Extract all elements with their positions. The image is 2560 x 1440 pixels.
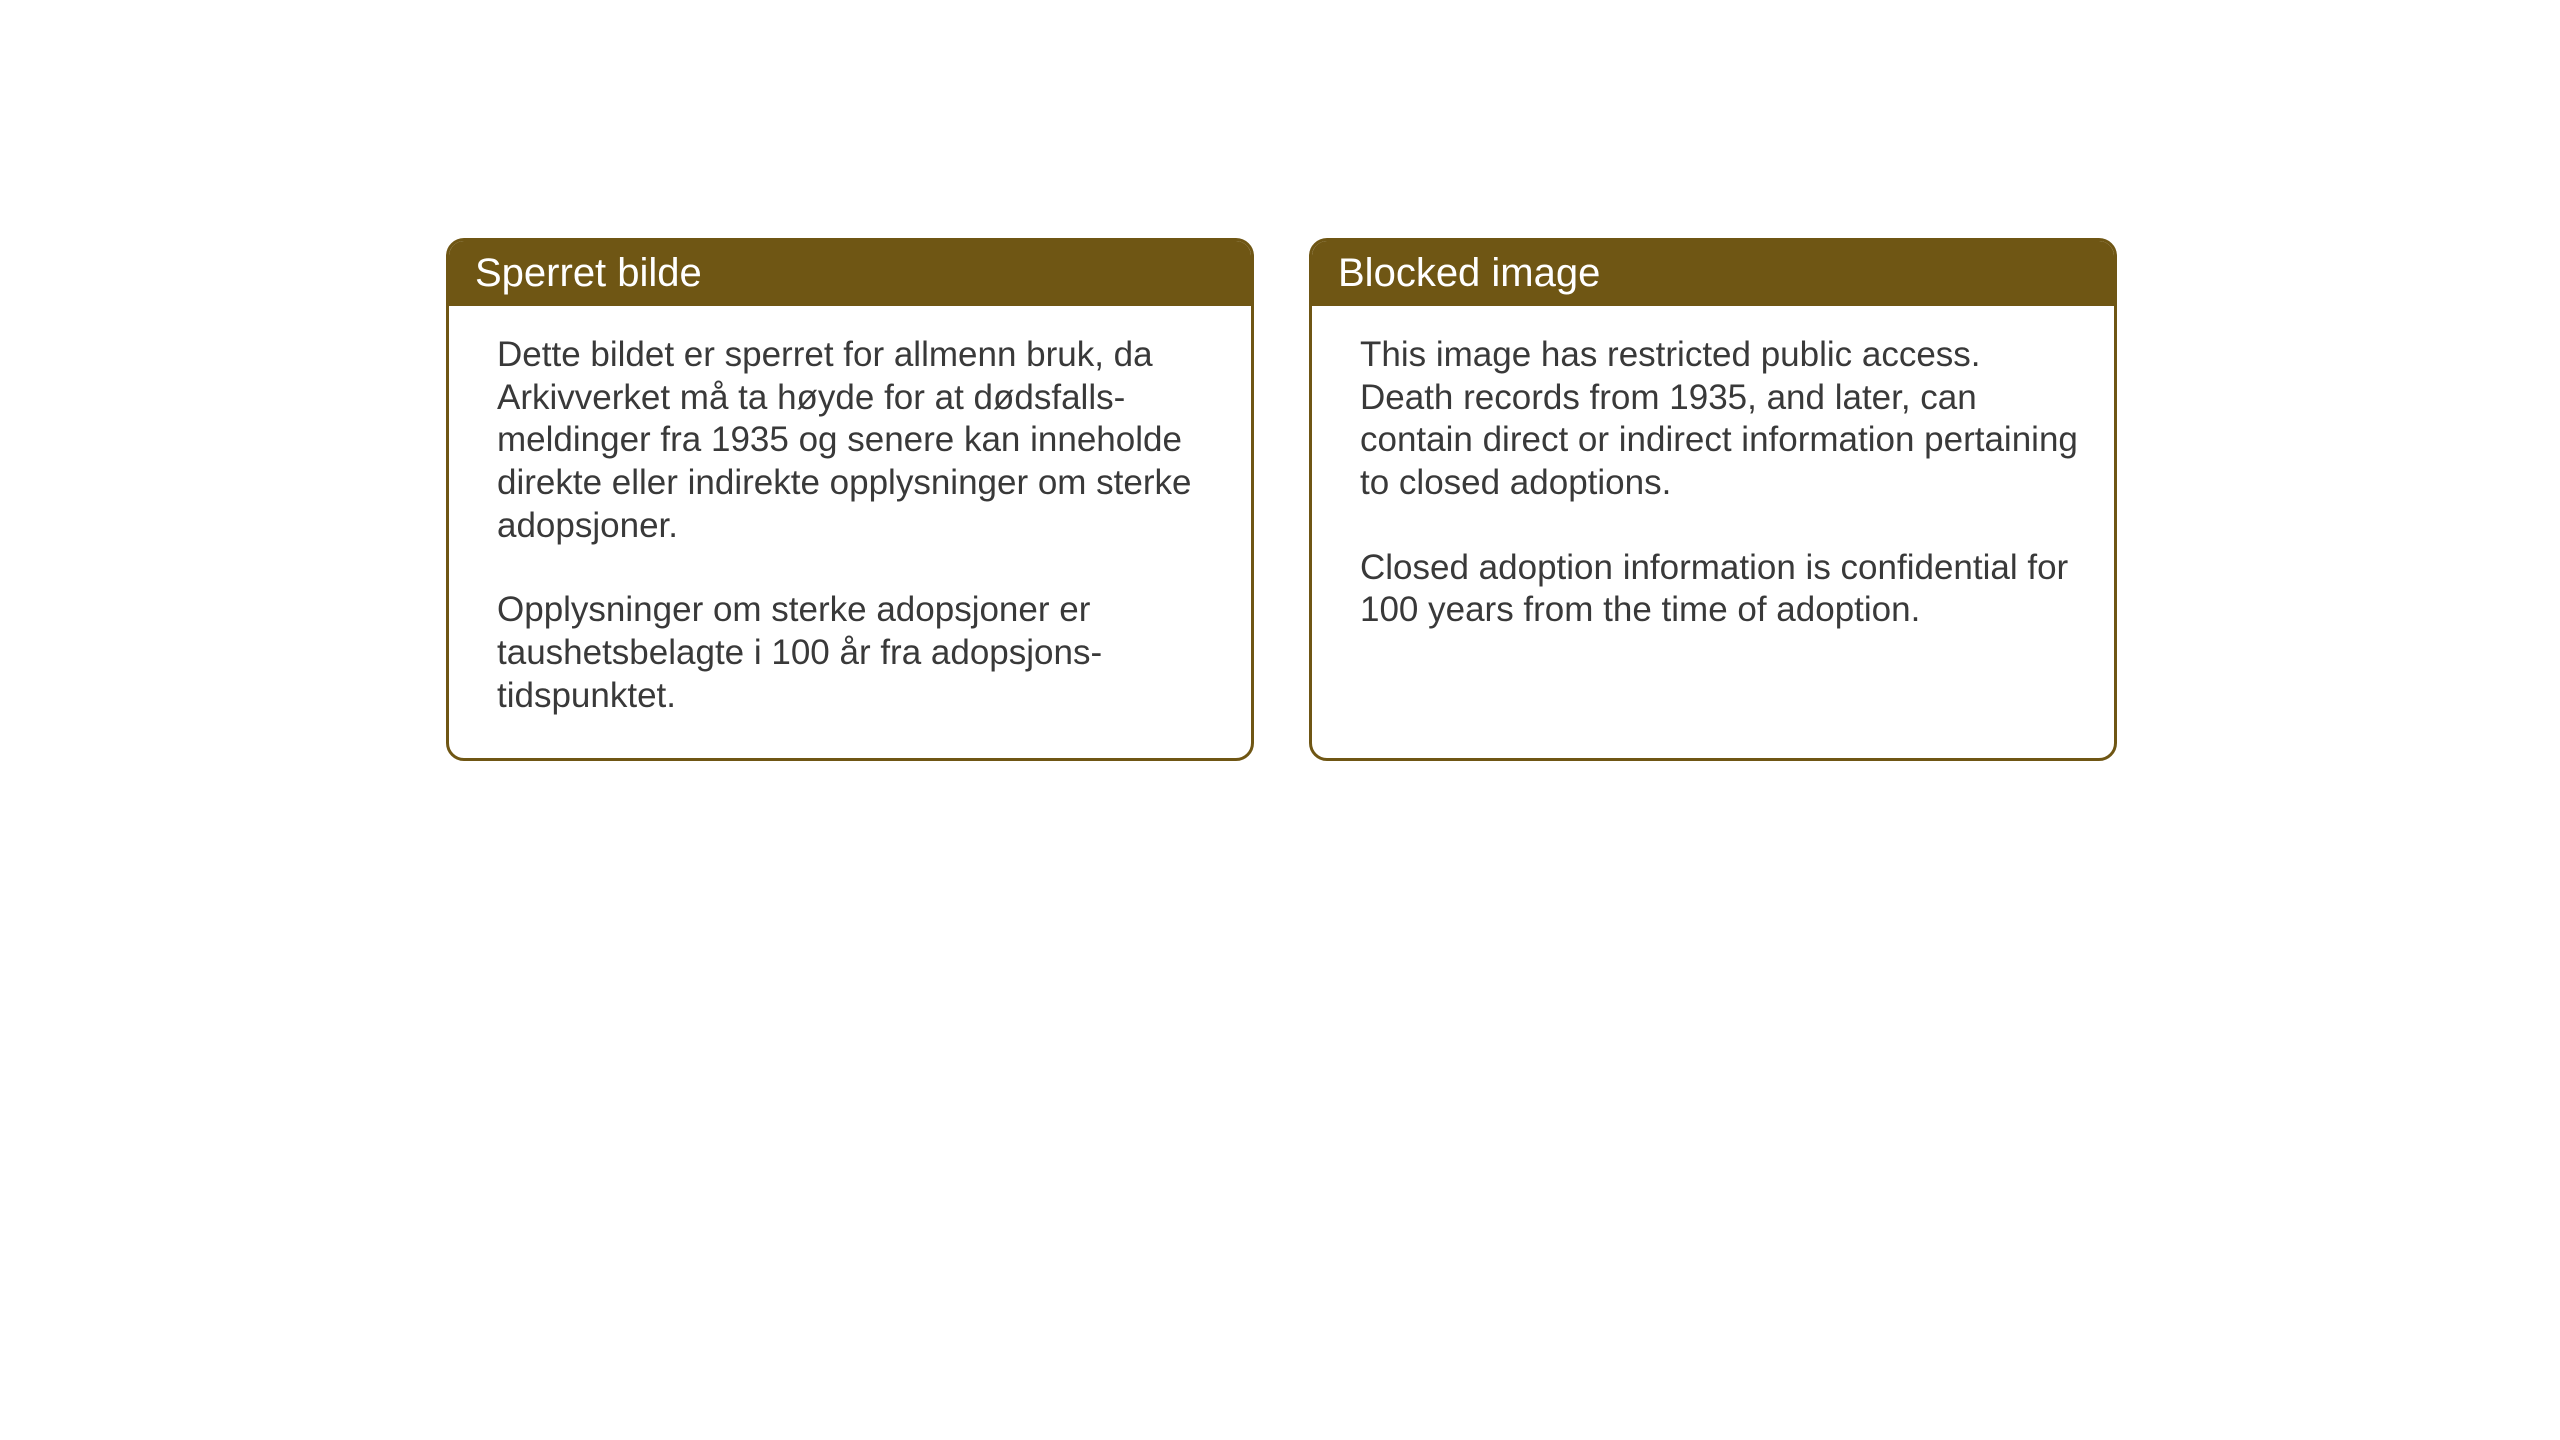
card-title-norwegian: Sperret bilde [475,251,702,295]
notice-card-english: Blocked image This image has restricted … [1309,238,2117,761]
card-body-english: This image has restricted public access.… [1312,306,2114,696]
notice-cards-container: Sperret bilde Dette bildet er sperret fo… [446,238,2117,761]
card-title-english: Blocked image [1338,251,1600,295]
card-body-norwegian: Dette bildet er sperret for allmenn bruk… [449,306,1251,758]
notice-card-norwegian: Sperret bilde Dette bildet er sperret fo… [446,238,1254,761]
card-paragraph-1-english: This image has restricted public access.… [1360,334,2078,505]
card-paragraph-2-norwegian: Opplysninger om sterke adopsjoner er tau… [497,589,1215,717]
card-header-english: Blocked image [1312,241,2114,306]
card-paragraph-1-norwegian: Dette bildet er sperret for allmenn bruk… [497,334,1215,547]
card-paragraph-2-english: Closed adoption information is confident… [1360,547,2078,632]
card-header-norwegian: Sperret bilde [449,241,1251,306]
